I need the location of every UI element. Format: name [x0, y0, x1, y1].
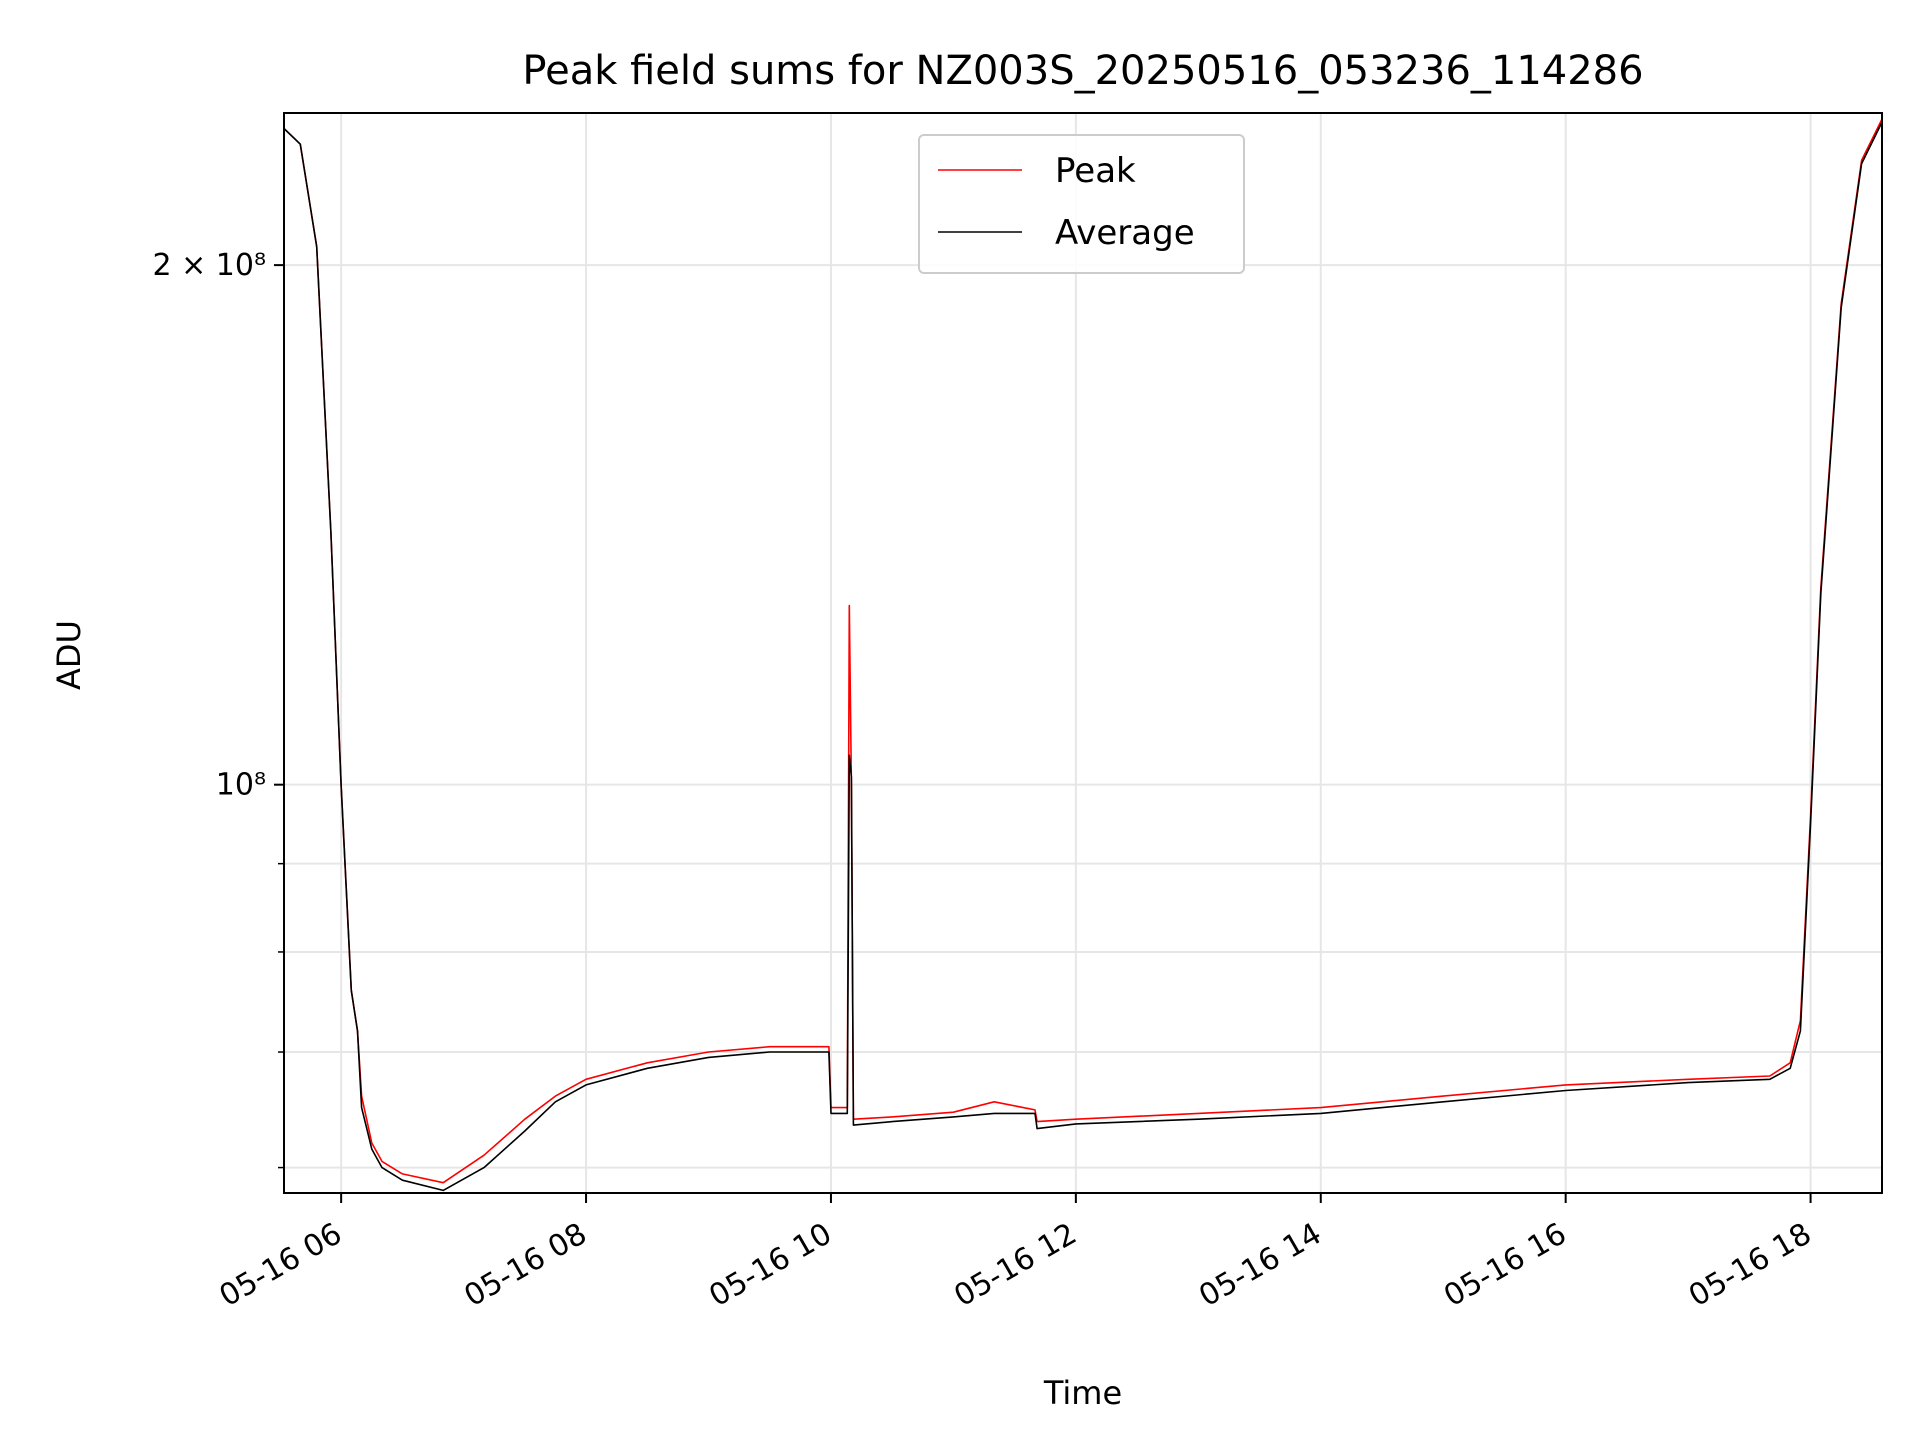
y-axis: 2 × 10⁸ 10⁸ [153, 248, 284, 1169]
legend: Peak Average [918, 134, 1245, 274]
y-tick-label: 10⁸ [216, 768, 266, 803]
series-line-average [284, 121, 1882, 1192]
y-tick-label: 2 × 10⁸ [153, 248, 267, 283]
plot-frame [283, 112, 1883, 1194]
chart-title: Peak field sums for NZ003S_20250516_0532… [522, 48, 1643, 94]
y-axis-label: ADU [50, 620, 88, 690]
series-layer [284, 118, 1882, 1192]
grid [284, 113, 1882, 1193]
x-axis-label: Time [1043, 1374, 1122, 1412]
legend-peak-label: Peak [1055, 151, 1136, 191]
legend-average-label: Average [1055, 213, 1195, 253]
